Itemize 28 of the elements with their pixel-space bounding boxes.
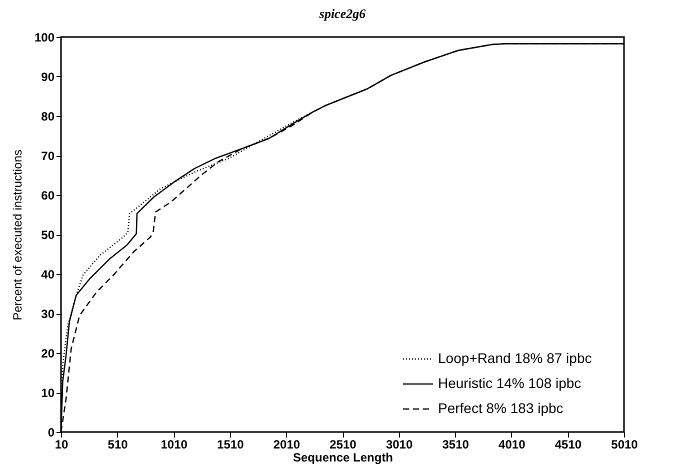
y-tick-label: 40 <box>41 268 55 282</box>
y-tick-label: 80 <box>41 110 55 124</box>
x-tick-label: 2510 <box>330 438 357 452</box>
x-tick-label: 2010 <box>273 438 300 452</box>
y-tick-label: 100 <box>34 30 55 44</box>
y-tick-label: 0 <box>48 426 55 440</box>
x-tick-label: 510 <box>108 438 128 452</box>
legend-label: Perfect 8% 183 ipbc <box>438 400 564 416</box>
y-tick-label: 10 <box>41 386 55 400</box>
x-axis-title: Sequence Length <box>292 450 394 464</box>
y-tick-label: 20 <box>41 346 55 360</box>
x-tick-label: 4510 <box>554 438 582 452</box>
x-tick-label: 1510 <box>217 438 244 452</box>
y-axis-title: Percent of executed instructions <box>10 150 24 320</box>
x-tick-label: 10 <box>54 438 68 452</box>
y-tick-label: 60 <box>41 188 55 202</box>
y-tick-label: 90 <box>41 70 55 84</box>
x-tick-label: 1010 <box>160 438 188 452</box>
y-tick-label: 30 <box>41 307 55 321</box>
y-tick-label: 70 <box>41 149 55 163</box>
legend-label: Heuristic 14% 108 ipbc <box>438 375 582 391</box>
x-tick-label: 5010 <box>611 438 638 452</box>
x-tick-label: 3010 <box>386 438 413 452</box>
legend-label: Loop+Rand 18% 87 ipbc <box>438 350 592 366</box>
y-tick-label: 50 <box>41 228 55 242</box>
x-tick-label: 3510 <box>442 438 470 452</box>
chart-title: spice2g6 <box>318 6 366 21</box>
x-tick-label: 4010 <box>498 438 526 452</box>
